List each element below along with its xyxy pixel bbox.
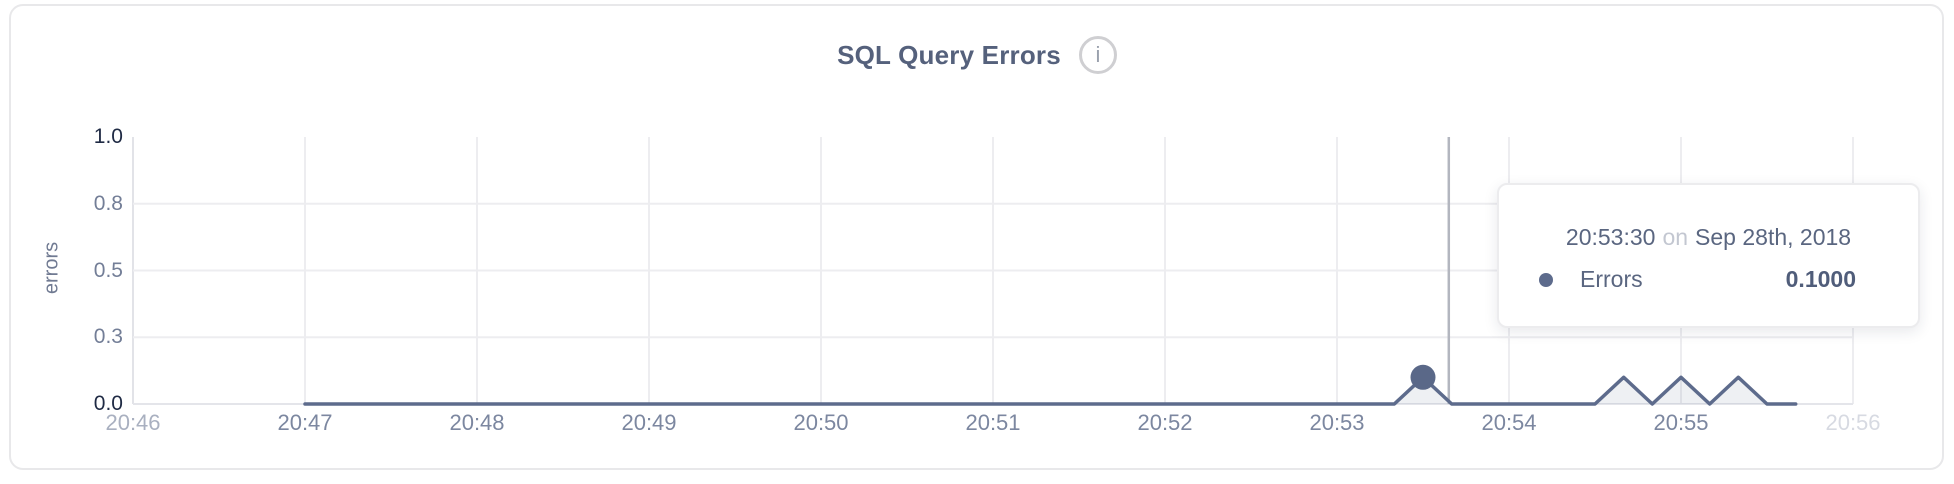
tooltip-on-word: on bbox=[1662, 224, 1689, 250]
y-axis-title: errors bbox=[40, 241, 63, 295]
series-area-fill bbox=[305, 377, 1796, 404]
tooltip-date: Sep 28th, 2018 bbox=[1695, 224, 1852, 250]
tooltip-series-label: Errors bbox=[1580, 266, 1643, 292]
chart-header: SQL Query Errors i bbox=[0, 36, 1954, 74]
tooltip-series-value: 0.1000 bbox=[1785, 266, 1856, 292]
series-line bbox=[303, 375, 1798, 406]
hover-point-marker bbox=[1410, 364, 1436, 390]
series-dot-icon bbox=[1539, 272, 1553, 287]
tooltip: 20:53:30 on Sep 28th, 2018 Errors 0.1000 bbox=[1497, 183, 1920, 328]
chart-title: SQL Query Errors bbox=[837, 39, 1061, 70]
tooltip-header: 20:53:30 on Sep 28th, 2018 bbox=[1539, 224, 1878, 251]
tooltip-time: 20:53:30 bbox=[1565, 224, 1656, 250]
info-icon[interactable]: i bbox=[1078, 36, 1117, 74]
tooltip-series-row: Errors 0.1000 bbox=[1539, 266, 1878, 293]
